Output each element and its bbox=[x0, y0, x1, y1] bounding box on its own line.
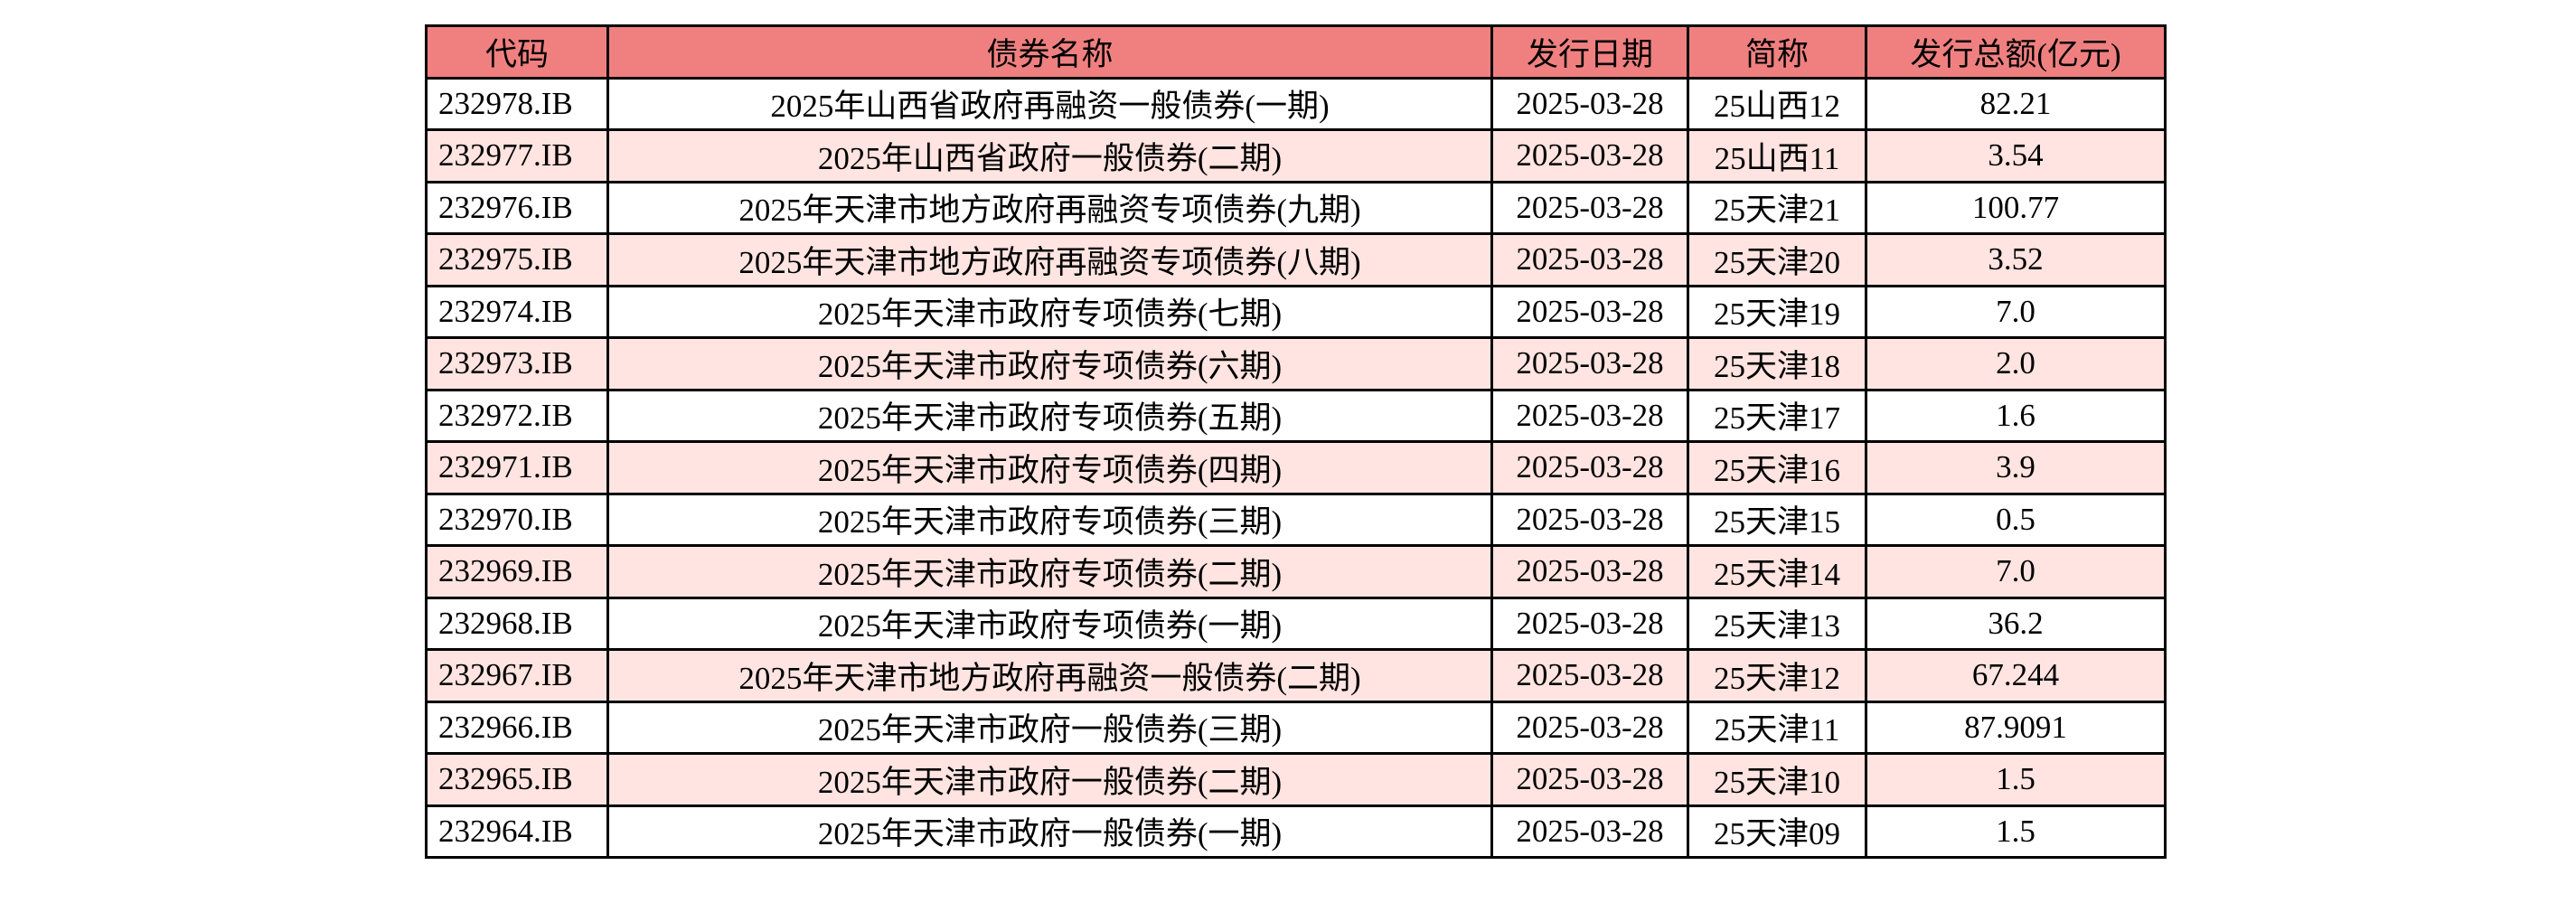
cell-code: 232978.IB bbox=[425, 76, 609, 131]
bond-table: 代码 债券名称 发行日期 简称 发行总额(亿元) 232978.IB 2025年山… bbox=[425, 24, 2167, 859]
header-short-name: 简称 bbox=[1687, 24, 1867, 80]
cell-issue-date: 2025-03-28 bbox=[1490, 336, 1689, 391]
table-row: 232974.IB 2025年天津市政府专项债券(七期) 2025-03-28 25天… bbox=[425, 284, 2167, 339]
cell-short-name: 25天津18 bbox=[1687, 336, 1867, 391]
table-row: 232975.IB 2025年天津市地方政府再融资专项债券(八期) 2025-03-… bbox=[425, 232, 2167, 287]
cell-issue-amount: 87.9091 bbox=[1865, 700, 2167, 755]
cell-code: 232969.IB bbox=[425, 544, 609, 599]
cell-code: 232975.IB bbox=[425, 232, 609, 287]
header-bond-name: 债券名称 bbox=[606, 24, 1493, 80]
table-row: 232976.IB 2025年天津市地方政府再融资专项债券(九期) 2025-03-… bbox=[425, 180, 2167, 235]
cell-issue-date: 2025-03-28 bbox=[1490, 752, 1689, 807]
cell-issue-amount: 82.21 bbox=[1865, 76, 2167, 131]
cell-issue-date: 2025-03-28 bbox=[1490, 284, 1689, 339]
cell-issue-amount: 0.5 bbox=[1865, 492, 2167, 547]
cell-code: 232966.IB bbox=[425, 700, 609, 755]
cell-bond-name: 2025年天津市政府一般债券(三期) bbox=[606, 700, 1493, 755]
table-row: 232965.IB 2025年天津市政府一般债券(二期) 2025-03-28 25天… bbox=[425, 752, 2167, 807]
cell-issue-amount: 36.2 bbox=[1865, 596, 2167, 651]
cell-issue-amount: 7.0 bbox=[1865, 544, 2167, 599]
table-row: 232970.IB 2025年天津市政府专项债券(三期) 2025-03-28 25天… bbox=[425, 492, 2167, 547]
cell-short-name: 25天津15 bbox=[1687, 492, 1867, 547]
cell-bond-name: 2025年山西省政府再融资一般债券(一期) bbox=[606, 76, 1493, 131]
cell-short-name: 25山西12 bbox=[1687, 76, 1867, 131]
cell-issue-date: 2025-03-28 bbox=[1490, 128, 1689, 183]
cell-bond-name: 2025年天津市政府专项债券(二期) bbox=[606, 544, 1493, 599]
cell-bond-name: 2025年天津市政府专项债券(六期) bbox=[606, 336, 1493, 391]
cell-bond-name: 2025年天津市地方政府再融资一般债券(二期) bbox=[606, 648, 1493, 703]
cell-short-name: 25天津16 bbox=[1687, 440, 1867, 495]
table-row: 232964.IB 2025年天津市政府一般债券(一期) 2025-03-28 25天… bbox=[425, 804, 2167, 859]
header-code: 代码 bbox=[425, 24, 609, 80]
header-issue-date: 发行日期 bbox=[1490, 24, 1689, 80]
table-row: 232971.IB 2025年天津市政府专项债券(四期) 2025-03-28 25天… bbox=[425, 440, 2167, 495]
table-row: 232968.IB 2025年天津市政府专项债券(一期) 2025-03-28 25天… bbox=[425, 596, 2167, 651]
cell-code: 232968.IB bbox=[425, 596, 609, 651]
cell-bond-name: 2025年天津市地方政府再融资专项债券(八期) bbox=[606, 232, 1493, 287]
cell-code: 232971.IB bbox=[425, 440, 609, 495]
table-row: 232966.IB 2025年天津市政府一般债券(三期) 2025-03-28 25天… bbox=[425, 700, 2167, 755]
table-row: 232967.IB 2025年天津市地方政府再融资一般债券(二期) 2025-03-… bbox=[425, 648, 2167, 703]
cell-code: 232977.IB bbox=[425, 128, 609, 183]
cell-bond-name: 2025年天津市政府专项债券(三期) bbox=[606, 492, 1493, 547]
cell-code: 232970.IB bbox=[425, 492, 609, 547]
cell-issue-date: 2025-03-28 bbox=[1490, 180, 1689, 235]
cell-issue-amount: 3.52 bbox=[1865, 232, 2167, 287]
cell-bond-name: 2025年天津市政府专项债券(四期) bbox=[606, 440, 1493, 495]
cell-bond-name: 2025年天津市政府一般债券(一期) bbox=[606, 804, 1493, 859]
table-row: 232972.IB 2025年天津市政府专项债券(五期) 2025-03-28 25天… bbox=[425, 388, 2167, 443]
cell-issue-date: 2025-03-28 bbox=[1490, 76, 1689, 131]
cell-short-name: 25天津13 bbox=[1687, 596, 1867, 651]
cell-issue-date: 2025-03-28 bbox=[1490, 804, 1689, 859]
cell-code: 232974.IB bbox=[425, 284, 609, 339]
cell-issue-date: 2025-03-28 bbox=[1490, 492, 1689, 547]
cell-issue-date: 2025-03-28 bbox=[1490, 596, 1689, 651]
cell-bond-name: 2025年天津市政府专项债券(一期) bbox=[606, 596, 1493, 651]
header-issue-amount: 发行总额(亿元) bbox=[1865, 24, 2167, 80]
cell-issue-date: 2025-03-28 bbox=[1490, 648, 1689, 703]
cell-issue-amount: 1.6 bbox=[1865, 388, 2167, 443]
cell-short-name: 25天津11 bbox=[1687, 700, 1867, 755]
cell-issue-amount: 3.9 bbox=[1865, 440, 2167, 495]
cell-issue-date: 2025-03-28 bbox=[1490, 440, 1689, 495]
cell-code: 232964.IB bbox=[425, 804, 609, 859]
cell-issue-amount: 1.5 bbox=[1865, 804, 2167, 859]
cell-issue-amount: 1.5 bbox=[1865, 752, 2167, 807]
cell-issue-date: 2025-03-28 bbox=[1490, 232, 1689, 287]
cell-bond-name: 2025年天津市地方政府再融资专项债券(九期) bbox=[606, 180, 1493, 235]
table-row: 232978.IB 2025年山西省政府再融资一般债券(一期) 2025-03-28… bbox=[425, 76, 2167, 131]
table-row: 232969.IB 2025年天津市政府专项债券(二期) 2025-03-28 25天… bbox=[425, 544, 2167, 599]
cell-short-name: 25天津10 bbox=[1687, 752, 1867, 807]
table-row: 232977.IB 2025年山西省政府一般债券(二期) 2025-03-28 25山… bbox=[425, 128, 2167, 183]
cell-issue-date: 2025-03-28 bbox=[1490, 544, 1689, 599]
cell-issue-amount: 3.54 bbox=[1865, 128, 2167, 183]
cell-code: 232965.IB bbox=[425, 752, 609, 807]
cell-short-name: 25山西11 bbox=[1687, 128, 1867, 183]
cell-short-name: 25天津19 bbox=[1687, 284, 1867, 339]
cell-code: 232973.IB bbox=[425, 336, 609, 391]
cell-code: 232976.IB bbox=[425, 180, 609, 235]
table-header-row: 代码 债券名称 发行日期 简称 发行总额(亿元) bbox=[425, 24, 2167, 80]
cell-short-name: 25天津09 bbox=[1687, 804, 1867, 859]
cell-short-name: 25天津17 bbox=[1687, 388, 1867, 443]
cell-short-name: 25天津14 bbox=[1687, 544, 1867, 599]
cell-bond-name: 2025年天津市政府专项债券(五期) bbox=[606, 388, 1493, 443]
cell-issue-amount: 2.0 bbox=[1865, 336, 2167, 391]
cell-code: 232967.IB bbox=[425, 648, 609, 703]
cell-bond-name: 2025年天津市政府专项债券(七期) bbox=[606, 284, 1493, 339]
cell-bond-name: 2025年天津市政府一般债券(二期) bbox=[606, 752, 1493, 807]
cell-bond-name: 2025年山西省政府一般债券(二期) bbox=[606, 128, 1493, 183]
table-row: 232973.IB 2025年天津市政府专项债券(六期) 2025-03-28 25天… bbox=[425, 336, 2167, 391]
cell-issue-amount: 67.244 bbox=[1865, 648, 2167, 703]
cell-issue-date: 2025-03-28 bbox=[1490, 388, 1689, 443]
cell-issue-date: 2025-03-28 bbox=[1490, 700, 1689, 755]
cell-short-name: 25天津20 bbox=[1687, 232, 1867, 287]
cell-issue-amount: 100.77 bbox=[1865, 180, 2167, 235]
cell-issue-amount: 7.0 bbox=[1865, 284, 2167, 339]
cell-short-name: 25天津21 bbox=[1687, 180, 1867, 235]
cell-short-name: 25天津12 bbox=[1687, 648, 1867, 703]
cell-code: 232972.IB bbox=[425, 388, 609, 443]
